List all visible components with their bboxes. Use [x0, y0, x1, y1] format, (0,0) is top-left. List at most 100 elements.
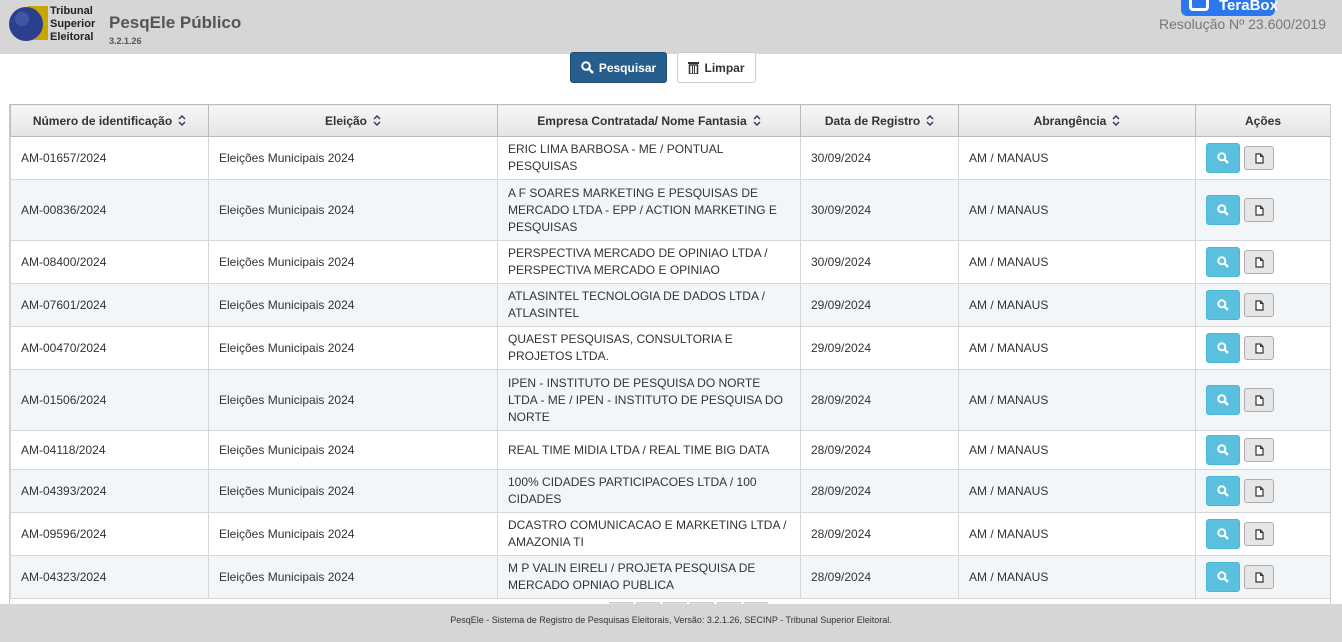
table-cell: AM / MANAUS: [958, 136, 1196, 180]
actions: [1206, 476, 1320, 506]
table-row: AM-04118/2024 Eleições Municipais 2024 REA…: [10, 430, 1330, 470]
actions-cell: [1195, 136, 1330, 180]
terabox-label: TeraBox: [1219, 0, 1278, 14]
view-button[interactable]: [1206, 143, 1240, 173]
logo: [9, 6, 48, 41]
actions: [1206, 247, 1320, 277]
document-icon: [1254, 256, 1264, 268]
document-button[interactable]: [1244, 479, 1274, 503]
table-cell: AM / MANAUS: [958, 326, 1196, 370]
header: Tribunal Superior Eleitoral PesqEle Públ…: [0, 0, 1342, 54]
table-cell: ERIC LIMA BARBOSA - ME / PONTUAL PESQUIS…: [497, 136, 801, 180]
table-cell: Eleições Municipais 2024: [208, 369, 498, 431]
document-button[interactable]: [1244, 565, 1274, 589]
sort-icon[interactable]: [753, 115, 761, 126]
sort-icon[interactable]: [373, 115, 381, 126]
actions-cell: [1195, 369, 1330, 431]
column-header[interactable]: Abrangência: [958, 104, 1196, 137]
view-button[interactable]: [1206, 195, 1240, 225]
actions-cell: [1195, 512, 1330, 556]
trash-icon: [688, 62, 700, 74]
table-cell: 28/09/2024: [800, 430, 959, 470]
institution-line: Superior: [50, 18, 96, 30]
column-header[interactable]: Empresa Contratada/ Nome Fantasia: [497, 104, 801, 137]
actions: [1206, 195, 1320, 225]
table-cell: AM / MANAUS: [958, 369, 1196, 431]
document-button[interactable]: [1244, 522, 1274, 546]
document-button[interactable]: [1244, 198, 1274, 222]
column-header: Ações: [1195, 104, 1330, 137]
table-row: AM-07601/2024 Eleições Municipais 2024 ATL…: [10, 283, 1330, 327]
document-button[interactable]: [1244, 438, 1274, 462]
table-row: AM-09596/2024 Eleições Municipais 2024 DCA…: [10, 512, 1330, 556]
clear-label: Limpar: [704, 60, 745, 75]
resolution: Resolução Nº 23.600/2019: [1158, 16, 1326, 32]
table-row: AM-08400/2024 Eleições Municipais 2024 PER…: [10, 240, 1330, 284]
table-cell: 28/09/2024: [800, 512, 959, 556]
table-cell: AM / MANAUS: [958, 512, 1196, 556]
results-table: Número de identificação Eleição Empresa Co…: [9, 104, 1331, 604]
column-header[interactable]: Eleição: [208, 104, 498, 137]
search-icon: [1217, 485, 1229, 497]
table-cell: Eleições Municipais 2024: [208, 430, 498, 470]
table-row: AM-01506/2024 Eleições Municipais 2024 IPE…: [10, 369, 1330, 431]
table-cell: Eleições Municipais 2024: [208, 136, 498, 180]
column-header[interactable]: Data de Registro: [800, 104, 959, 137]
column-header-label: Empresa Contratada/ Nome Fantasia: [537, 113, 747, 128]
view-button[interactable]: [1206, 290, 1240, 320]
table-cell: 30/09/2024: [800, 240, 959, 284]
view-button[interactable]: [1206, 333, 1240, 363]
column-header-inner: Data de Registro: [825, 114, 934, 128]
actions-cell: [1195, 283, 1330, 327]
table-row: AM-00836/2024 Eleições Municipais 2024 A F…: [10, 179, 1330, 241]
document-button[interactable]: [1244, 250, 1274, 274]
document-button[interactable]: [1244, 293, 1274, 317]
table-cell: 28/09/2024: [800, 469, 959, 513]
column-header-label: Ações: [1244, 113, 1282, 128]
document-button[interactable]: [1244, 388, 1274, 412]
table-cell: M P VALIN EIRELI / PROJETA PESQUISA DE M…: [497, 555, 801, 599]
view-button[interactable]: [1206, 385, 1240, 415]
search-icon: [581, 61, 594, 74]
table-cell: 100% CIDADES PARTICIPACOES LTDA / 100 CI…: [497, 469, 801, 513]
view-button[interactable]: [1206, 247, 1240, 277]
document-icon: [1254, 571, 1264, 583]
table-cell: 30/09/2024: [800, 179, 959, 241]
sort-icon[interactable]: [178, 115, 186, 126]
document-icon: [1254, 528, 1264, 540]
actions: [1206, 333, 1320, 363]
table-cell: AM / MANAUS: [958, 469, 1196, 513]
terabox-button[interactable]: TeraBox: [1181, 0, 1278, 16]
table-cell: AM-00836/2024: [10, 179, 209, 241]
clear-button[interactable]: Limpar: [677, 52, 756, 83]
table-cell: PERSPECTIVA MERCADO DE OPINIAO LTDA / PE…: [497, 240, 801, 284]
table: Número de identificação Eleição Empresa Co…: [10, 104, 1330, 599]
column-header[interactable]: Número de identificação: [10, 104, 209, 137]
column-header-label: Abrangência: [1033, 113, 1107, 128]
view-button[interactable]: [1206, 562, 1240, 592]
document-icon: [1254, 299, 1264, 311]
document-button[interactable]: [1244, 336, 1274, 360]
column-header-label: Eleição: [324, 113, 368, 128]
view-button[interactable]: [1206, 435, 1240, 465]
sort-icon[interactable]: [926, 115, 934, 126]
column-header-inner: Empresa Contratada/ Nome Fantasia: [537, 113, 761, 128]
actions: [1206, 435, 1320, 465]
actions-cell: [1195, 469, 1330, 513]
view-button[interactable]: [1206, 476, 1240, 506]
document-icon: [1254, 342, 1264, 354]
table-cell: IPEN - INSTITUTO DE PESQUISA DO NORTE LT…: [497, 369, 801, 431]
actions: [1206, 143, 1320, 173]
table-cell: REAL TIME MIDIA LTDA / REAL TIME BIG DAT…: [497, 430, 801, 470]
actions-cell: [1195, 326, 1330, 370]
actions-cell: [1195, 179, 1330, 241]
search-icon: [1217, 204, 1229, 216]
view-button[interactable]: [1206, 519, 1240, 549]
table-cell: AM / MANAUS: [958, 283, 1196, 327]
document-button[interactable]: [1244, 146, 1274, 170]
sort-icon[interactable]: [1112, 115, 1120, 126]
actions-cell: [1195, 430, 1330, 470]
table-cell: AM / MANAUS: [958, 179, 1196, 241]
search-button[interactable]: Pesquisar: [570, 52, 667, 83]
